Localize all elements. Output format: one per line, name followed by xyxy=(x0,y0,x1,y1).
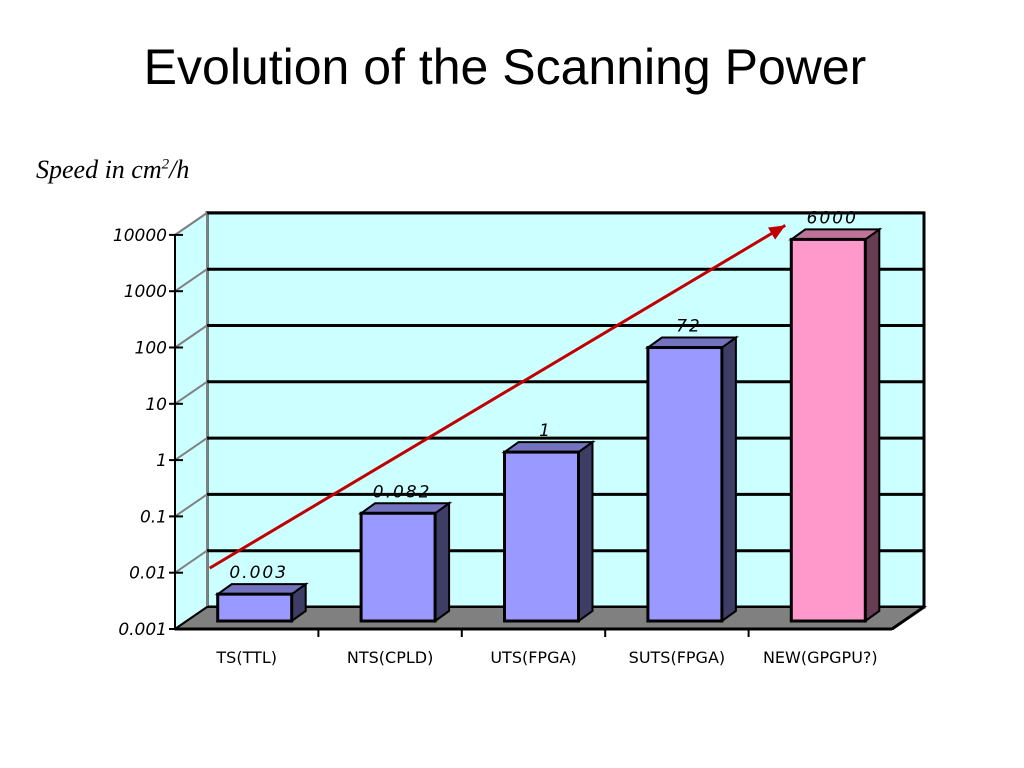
y-tick-label: 1000 xyxy=(124,282,167,302)
x-category-label: NEW(GPGPU?) xyxy=(763,648,878,667)
gridline-side xyxy=(174,437,208,461)
y-tick-label: 1 xyxy=(156,451,167,471)
x-category-label: TS(TTL) xyxy=(215,648,277,667)
y-tick-label: 0.01 xyxy=(129,564,167,584)
bar-data-label: 6000 xyxy=(807,208,858,228)
bar-data-label: 0.003 xyxy=(229,563,288,583)
x-axis-depth-line xyxy=(891,605,925,631)
y-tick-label: 10 xyxy=(145,395,167,415)
gridline-side xyxy=(174,268,208,293)
bar xyxy=(216,592,294,623)
y-axis-title: Speed in cm2/h xyxy=(36,155,189,185)
bar-side xyxy=(434,501,451,623)
y-axis-title-exponent: 2 xyxy=(161,156,170,173)
x-category-label: SUTS(FPGA) xyxy=(629,648,725,667)
x-category-label: UTS(FPGA) xyxy=(490,648,576,667)
bar-top xyxy=(214,583,309,596)
y-axis-title-main: Speed in cm xyxy=(36,155,162,184)
y-tick-label: 0.001 xyxy=(118,620,167,640)
y-tick-label: 100 xyxy=(135,339,167,359)
gridline-side xyxy=(174,380,208,405)
bar-data-label: 1 xyxy=(539,421,552,441)
bar-top xyxy=(788,228,883,241)
bar xyxy=(503,450,580,623)
bar-side xyxy=(864,227,881,623)
gridline-side xyxy=(174,493,208,518)
trend-arrow-line xyxy=(208,224,787,570)
y-axis-title-tail: /h xyxy=(169,155,190,184)
bar xyxy=(359,511,437,623)
gridline-side xyxy=(174,549,208,574)
gridline-side xyxy=(174,212,208,236)
gridline-side xyxy=(174,324,208,349)
bar xyxy=(646,346,724,623)
bar-data-label: 72 xyxy=(676,317,702,337)
bar-side xyxy=(720,335,737,623)
y-tick-label: 10000 xyxy=(113,226,167,246)
x-category-label: NTS(CPLD) xyxy=(347,648,433,667)
slide-title: Evolution of the Scanning Power xyxy=(143,39,867,95)
trend-arrow-head xyxy=(767,225,786,240)
bar-data-label: 0.082 xyxy=(373,482,432,502)
bar xyxy=(789,237,867,623)
bar-side xyxy=(577,440,594,623)
y-tick-label: 0.1 xyxy=(140,507,167,527)
chart-side-wall xyxy=(174,210,208,631)
